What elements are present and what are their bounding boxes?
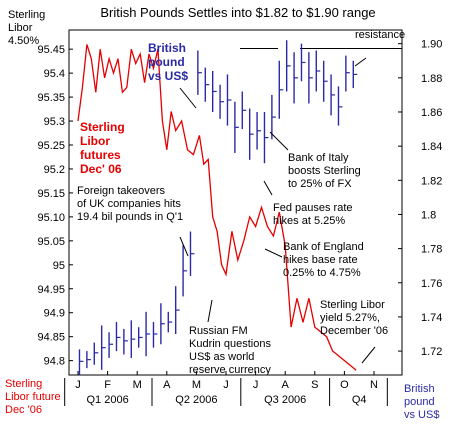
bank-of-italy-note-2: boosts Sterling [288, 165, 361, 177]
x-axis: J F M A M J J A S O N Q1 2006 Q2 2006 Q3 2006 Q4 [64, 371, 388, 406]
takeovers-note-3: 19.4 bil pounds in Q'1 [77, 211, 183, 223]
libor-series-label-3: futures [80, 148, 121, 162]
right-axis-tick-label-2: 1.86 [421, 107, 442, 119]
boe-note-3: 0.25% to 4.75% [283, 267, 361, 279]
left-axis-tick-label-3: 95.3 [44, 116, 65, 128]
pound-series-label-3: vs US$ [148, 69, 188, 83]
left-axis-tick-label-5: 95.2 [44, 164, 65, 176]
libor-yield-note-2: yield 5.27%, [320, 312, 380, 324]
x-axis-month-label-8: S [311, 379, 318, 391]
right-axis-bottom-label-3: vs US$ [404, 409, 439, 421]
right-axis-tick-label-3: 1.84 [421, 141, 442, 153]
x-axis-month-label-2: M [133, 379, 142, 391]
libor-series-label-2: Libor [80, 134, 110, 148]
left-axis-tick-label-6: 95.15 [37, 188, 65, 200]
x-axis-quarter-label-0: Q1 2006 [86, 394, 128, 406]
left-axis-bottom-label-3: Dec '06 [5, 404, 42, 416]
right-axis-tick-label-6: 1.78 [421, 244, 442, 256]
boe-note-1: Bank of England [283, 241, 364, 253]
x-axis-month-label-1: F [104, 379, 111, 391]
left-axis-tick-label-8: 95.05 [37, 236, 65, 248]
russian-note-3: US$ as world [189, 351, 254, 363]
x-axis-quarter-label-3: Q4 [352, 394, 367, 406]
left-axis-tick-label-10: 94.95 [37, 284, 65, 296]
left-axis-tick-label-4: 95.25 [37, 140, 65, 152]
x-axis-quarter-label-2: Q3 2006 [264, 394, 306, 406]
libor-series-label-1: Sterling [80, 120, 125, 134]
right-axis-bottom-label-1: British [404, 383, 435, 395]
resistance-label: resistance [355, 29, 405, 41]
callout-lines [179, 57, 376, 364]
x-axis-month-label-0: J [75, 379, 81, 391]
russian-note-1: Russian FM [189, 325, 248, 337]
bank-of-italy-note-3: to 25% of FX [288, 178, 352, 190]
takeovers-note-1: Foreign takeovers [77, 185, 166, 197]
takeovers-note-2: of UK companies hits [77, 198, 181, 210]
fed-note-1: Fed pauses rate [273, 202, 353, 214]
right-axis-tick-label-8: 1.74 [421, 312, 442, 324]
libor-series-line [77, 44, 357, 371]
x-axis-month-label-9: O [340, 379, 349, 391]
russian-note-2: Kudrin questions [189, 338, 271, 350]
left-axis-tick-label-9: 95 [53, 260, 65, 272]
left-axis-tick-label-13: 94.8 [44, 356, 65, 368]
x-axis-month-label-6: J [253, 379, 259, 391]
libor-yield-note-1: Sterling Libor [320, 299, 385, 311]
left-axis-tick-label-12: 94.85 [37, 332, 65, 344]
right-axis-tick-label-5: 1.8 [421, 209, 436, 221]
chart-title: British Pounds Settles into $1.82 to $1.… [100, 5, 375, 20]
right-axis-tick-label-4: 1.82 [421, 175, 442, 187]
left-axis-top-label-2: Libor [8, 22, 33, 34]
left-axis-top-label-1: Sterling [8, 9, 45, 21]
right-axis-tick-label-9: 1.72 [421, 346, 442, 358]
x-axis-month-label-7: A [282, 379, 290, 391]
left-axis-bottom-label-1: Sterling [5, 378, 42, 390]
left-axis-top-label-3: 4.50% [8, 35, 39, 47]
bank-of-italy-note-1: Bank of Italy [288, 152, 349, 164]
pound-series-label-1: British [148, 41, 186, 55]
right-axis-tick-label-7: 1.76 [421, 278, 442, 290]
left-axis-tick-label-11: 94.9 [44, 308, 65, 320]
russian-note-4: reserve currency [189, 364, 271, 376]
x-axis-month-label-3: A [163, 379, 171, 391]
left-axis-tick-label-7: 95.10 [37, 212, 65, 224]
right-axis: 1.90 1.88 1.86 1.84 1.82 1.8 1.78 1.76 1.74 1.72 [398, 39, 442, 358]
pound-series [78, 40, 358, 375]
right-axis-tick-label-0: 1.90 [421, 39, 442, 51]
right-axis-bottom-label-2: pound [404, 396, 435, 408]
x-axis-month-label-4: M [192, 379, 201, 391]
left-axis-bottom-label-2: Libor future [5, 391, 61, 403]
x-axis-month-label-10: N [370, 379, 378, 391]
x-axis-quarter-label-1: Q2 2006 [175, 394, 217, 406]
right-axis-tick-label-1: 1.88 [421, 73, 442, 85]
left-axis-tick-label-0: 95.45 [37, 44, 65, 56]
pound-series-label-2: pound [148, 55, 185, 69]
libor-yield-note-3: December '06 [320, 325, 388, 337]
libor-series-label-4: Dec' 06 [80, 162, 122, 176]
left-axis: 95.45 95.4 95.35 95.3 95.25 95.2 95.15 95.10 95.… [37, 44, 73, 368]
left-axis-tick-label-1: 95.4 [44, 68, 65, 80]
left-axis-tick-label-2: 95.35 [37, 92, 65, 104]
fed-note-2: hikes at 5.25% [273, 215, 345, 227]
boe-note-2: hikes base rate [283, 254, 358, 266]
x-axis-month-label-5: J [223, 379, 229, 391]
